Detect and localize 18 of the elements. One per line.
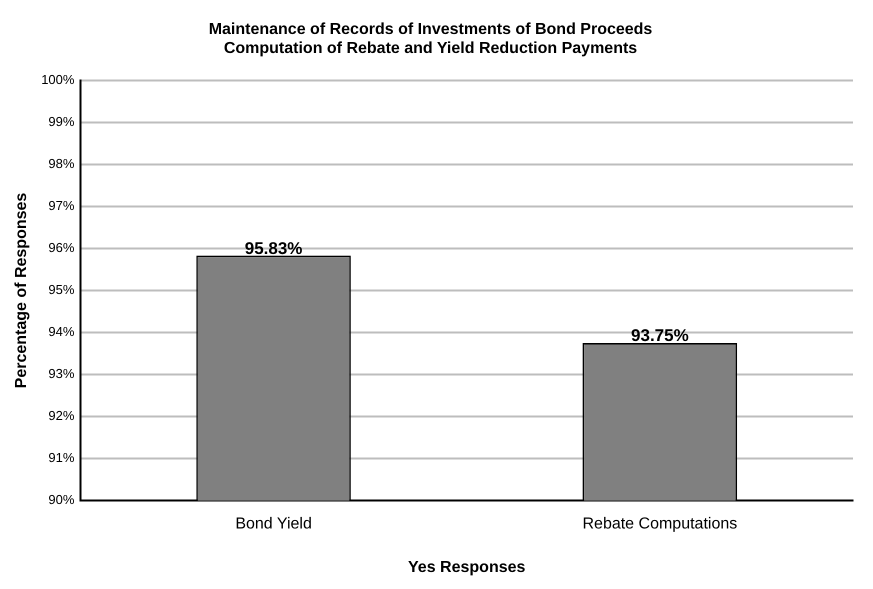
x-axis-title: Yes Responses [408,558,526,576]
data-label: 93.75% [631,326,689,346]
y-tick-label: 97% [48,198,75,214]
y-tick-label: 90% [48,492,75,508]
y-axis-title: Percentage of Responses [13,192,30,388]
y-tick-label: 92% [48,408,75,424]
y-tick-label: 95% [48,282,75,298]
y-tick-label: 94% [48,324,75,340]
y-tick-label: 93% [48,366,75,382]
x-tick-label: Bond Yield [235,516,312,533]
y-tick-label: 98% [48,156,75,172]
y-tick-label: 96% [48,240,75,256]
y-tick-label: 100% [41,72,75,87]
y-tick-label: 91% [48,450,75,466]
y-tick-label: 99% [48,114,75,129]
x-tick-label: Rebate Computations [582,516,738,533]
chart-title: Maintenance of Records of Investments of Bond Proceeds Computation of Rebate and Yield Reduction Payments [208,21,652,58]
data-label: 95.83% [244,238,302,258]
